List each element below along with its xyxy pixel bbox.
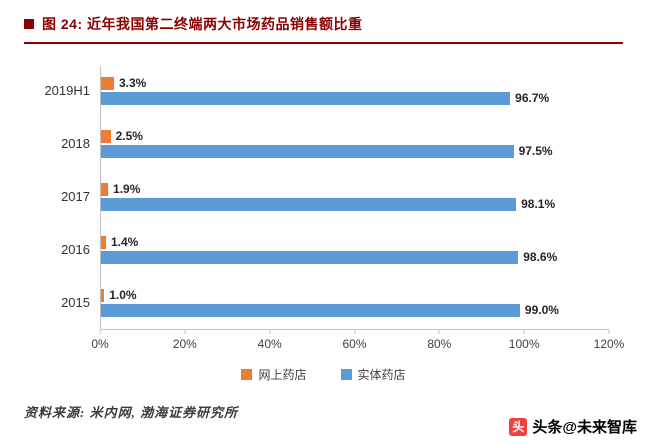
bar-value-label: 1.0% <box>109 288 137 302</box>
category-label: 2018 <box>61 136 90 151</box>
x-tick-label: 120% <box>593 337 625 351</box>
bar-rows: 2019H1 3.3% 96.7% 2018 2.5% 97.5% 2017 1.9% 98.1… <box>24 64 609 329</box>
category-label: 2016 <box>61 242 90 257</box>
plot-area: 2019H1 3.3% 96.7% 2018 2.5% 97.5% 2017 1.9% 98.1… <box>24 64 623 329</box>
x-tick-mark <box>184 330 186 334</box>
x-axis: 0% 20% 40% 60% 80% 100% 120% <box>91 329 624 356</box>
legend-swatch-physical-pharmacy <box>340 369 352 380</box>
bar-value-label: 1.4% <box>110 235 139 249</box>
x-tick-label: 40% <box>257 337 282 351</box>
figure-header: 图 24: 近年我国第二终端两大市场药品销售额比重 <box>24 14 623 34</box>
bar-series-1 <box>100 144 514 158</box>
category-label: 2015 <box>61 295 90 310</box>
legend-item-online-pharmacy: 网上药店 <box>241 366 307 383</box>
bar-group: 2019H1 3.3% 96.7% <box>24 64 609 117</box>
figure-title: 图 24: 近年我国第二终端两大市场药品销售额比重 <box>42 16 363 32</box>
y-axis-line <box>100 66 101 329</box>
bar-chart: 2019H1 3.3% 96.7% 2018 2.5% 97.5% 2017 1.9% 98.1… <box>24 64 624 383</box>
title-underline <box>24 42 623 44</box>
bar-value-label: 1.9% <box>113 182 141 196</box>
legend-label-online-pharmacy: 网上药店 <box>258 368 307 382</box>
category-label: 2019H1 <box>44 83 90 98</box>
bar-value-label: 96.7% <box>515 91 550 105</box>
bar-value-label: 98.6% <box>523 250 558 264</box>
bar-value-label: 3.3% <box>118 76 147 90</box>
bar-group: 2015 1.0% 99.0% <box>24 276 609 329</box>
x-tick-mark <box>438 330 440 334</box>
legend-item-physical-pharmacy: 实体药店 <box>340 366 406 383</box>
x-tick-mark <box>354 330 355 334</box>
bar-series-1 <box>100 197 517 211</box>
x-tick-label: 0% <box>91 337 109 351</box>
x-tick-mark <box>523 330 525 334</box>
watermark: 头 头条@未来智库 <box>509 416 637 437</box>
bar-group: 2017 1.9% 98.1% <box>24 170 609 223</box>
bar-group: 2018 2.5% 97.5% <box>24 117 609 170</box>
source-note: 资料来源: 米内网, 渤海证券研究所 <box>24 405 239 420</box>
legend: 网上药店 实体药店 <box>24 366 623 383</box>
bar-series-1 <box>100 91 511 105</box>
x-tick-mark <box>99 330 101 334</box>
bar-series-1 <box>100 250 519 264</box>
bar-value-label: 97.5% <box>518 144 553 158</box>
bar-series-0 <box>100 235 106 249</box>
bar-group: 2016 1.4% 98.6% <box>24 223 609 276</box>
x-tick-mark <box>608 330 610 334</box>
bar-series-0 <box>100 182 109 196</box>
bar-series-0 <box>100 129 111 143</box>
legend-swatch-online-pharmacy <box>241 369 253 380</box>
legend-label-physical-pharmacy: 实体药店 <box>357 368 406 382</box>
x-tick-label: 100% <box>508 337 540 351</box>
bar-value-label: 99.0% <box>524 303 559 317</box>
x-tick-label: 20% <box>172 337 197 351</box>
toutiao-logo-icon: 头 <box>509 417 528 436</box>
report-figure: 图 24: 近年我国第二终端两大市场药品销售额比重 2019H1 3.3% 96.7… <box>24 14 624 383</box>
x-tick-mark <box>269 330 271 334</box>
bar-series-1 <box>100 303 520 317</box>
x-tick-label: 80% <box>427 337 452 351</box>
title-marker-square <box>24 19 34 29</box>
bar-value-label: 98.1% <box>521 197 556 211</box>
bar-value-label: 2.5% <box>115 129 143 143</box>
bar-series-0 <box>100 76 114 90</box>
x-tick-label: 60% <box>342 337 367 351</box>
watermark-text: 头条@未来智库 <box>532 419 637 436</box>
category-label: 2017 <box>61 189 90 204</box>
bar-series-0 <box>100 288 105 302</box>
